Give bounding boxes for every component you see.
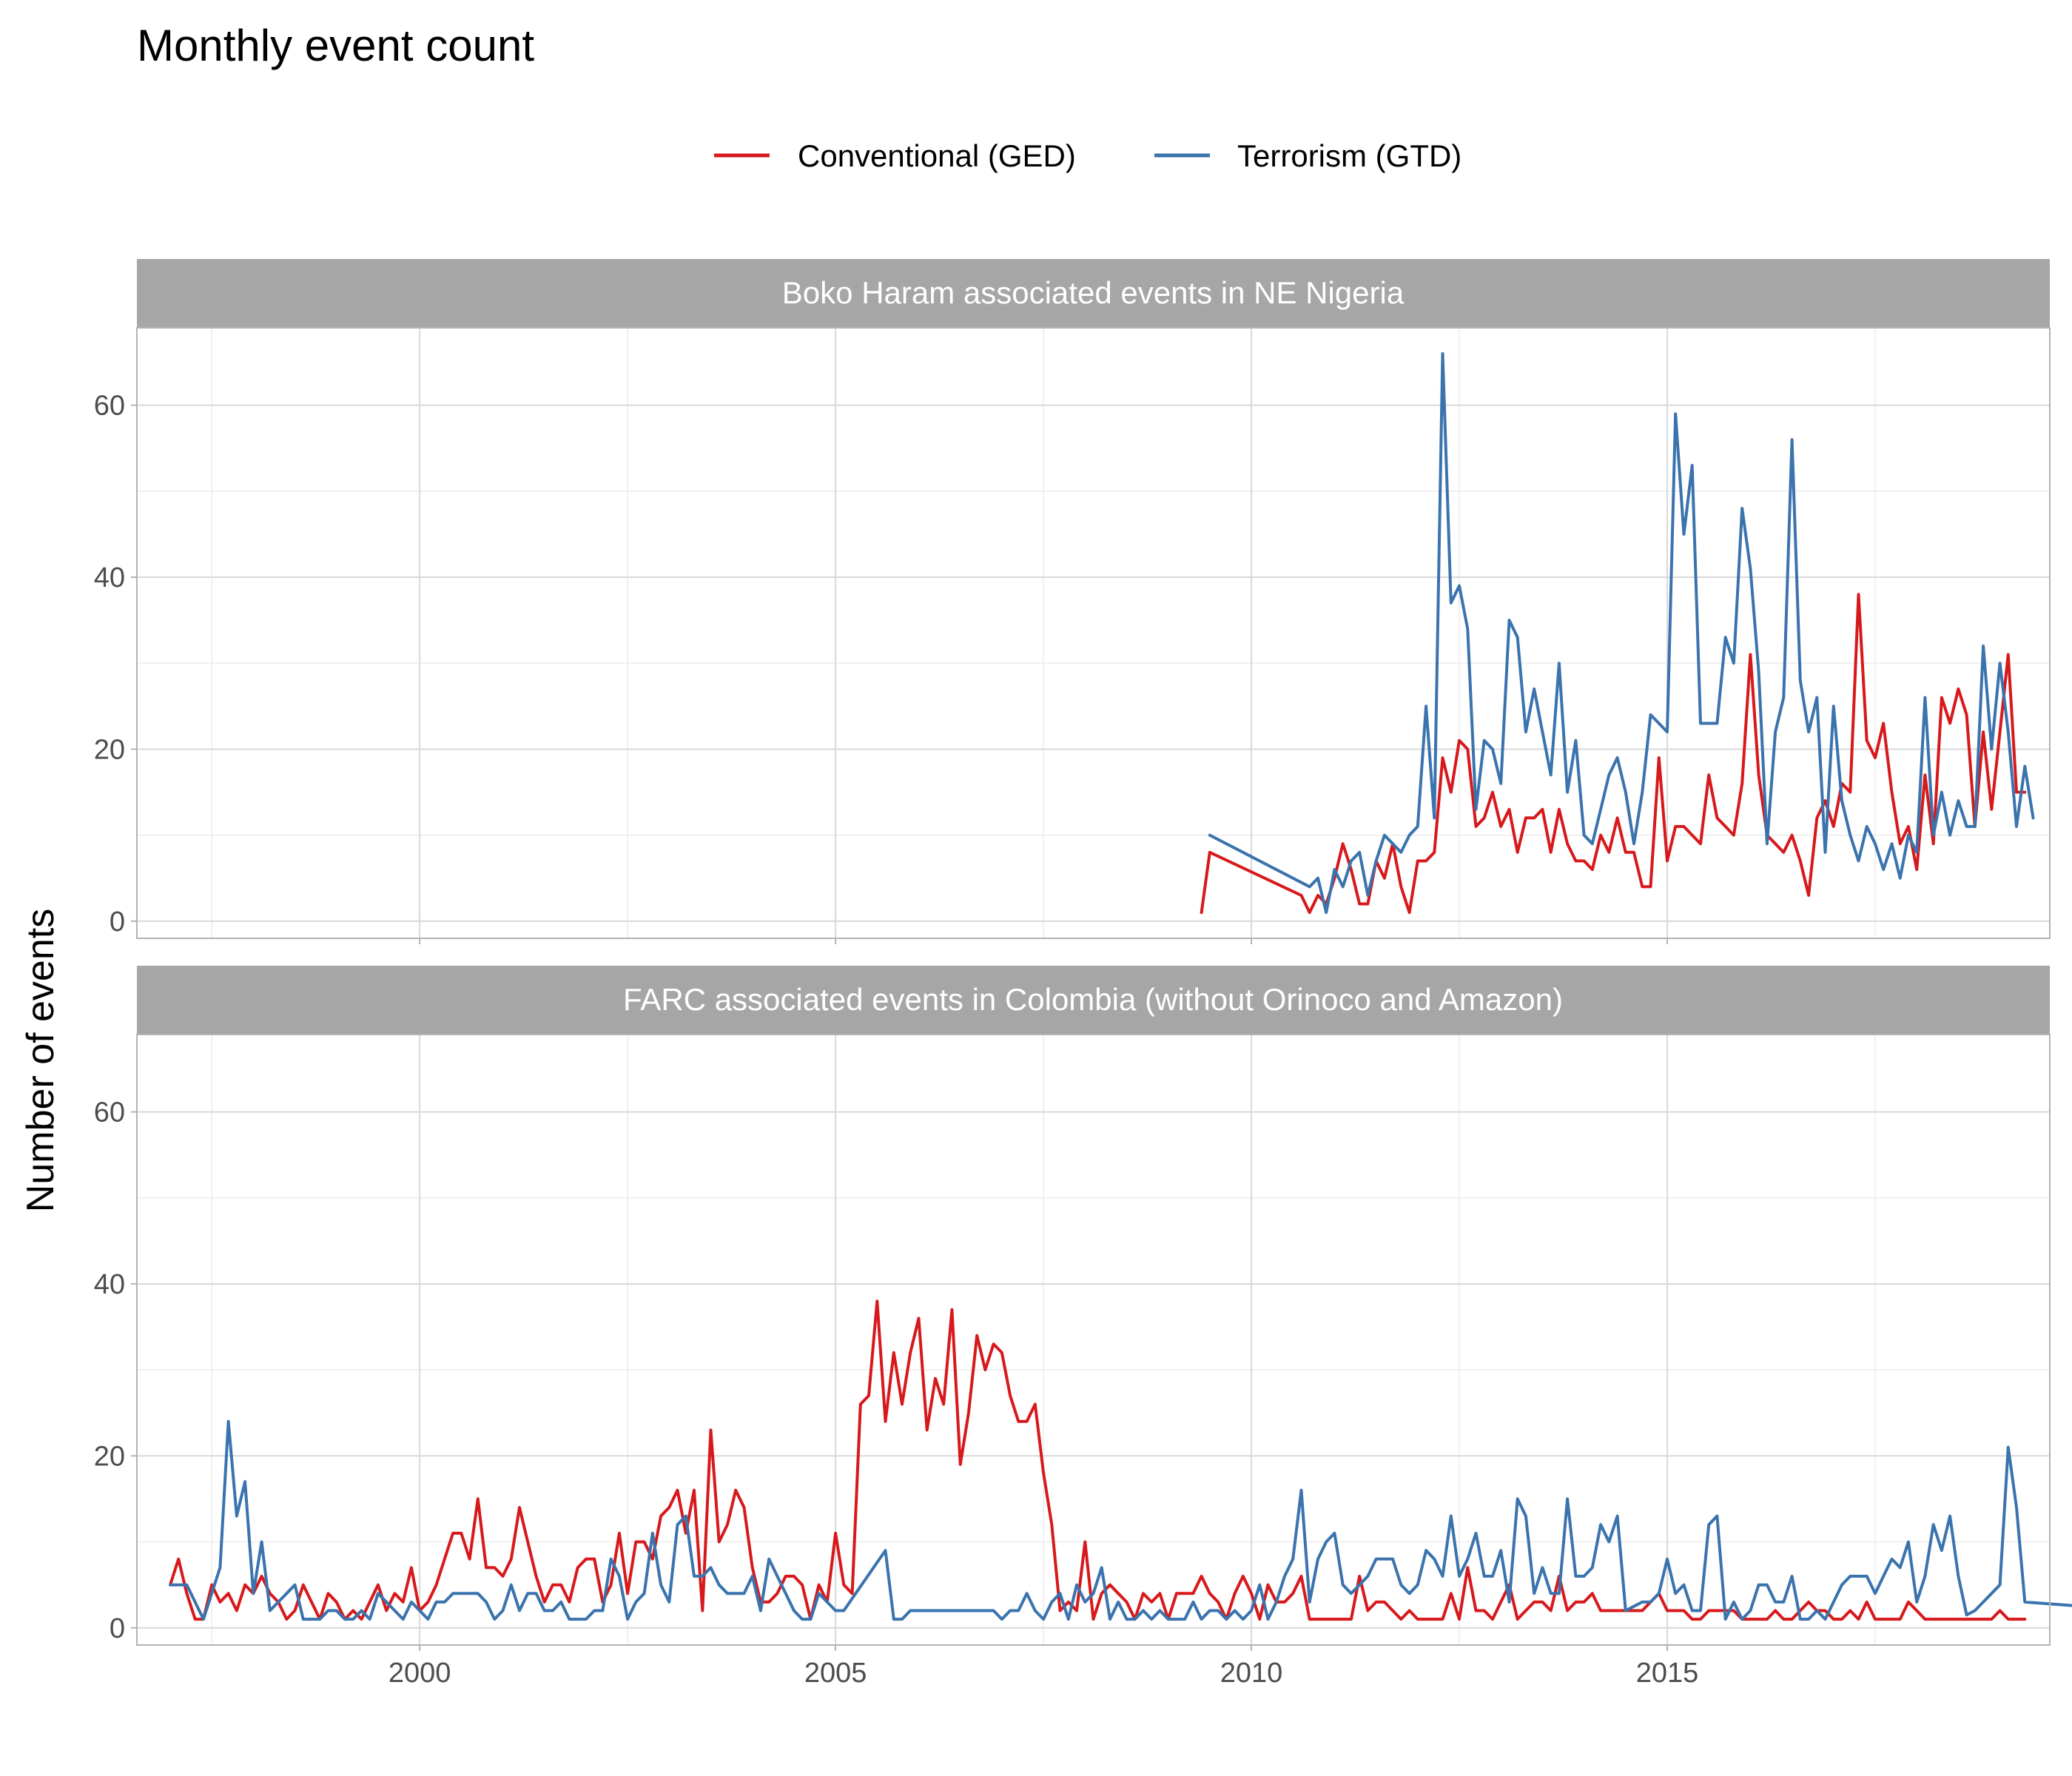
x-tick-label: 2010 bbox=[1220, 1658, 1283, 1689]
y-tick-label: 60 bbox=[94, 391, 125, 422]
y-axis-ticks: 0 20 40 60 0 20 40 60 bbox=[94, 391, 137, 1644]
y-axis-label: Number of events bbox=[19, 909, 62, 1212]
strip-label: FARC associated events in Colombia (with… bbox=[623, 982, 1563, 1017]
y-tick-label: 0 bbox=[110, 906, 125, 938]
y-tick-label: 40 bbox=[94, 1269, 125, 1300]
panel-grid bbox=[137, 328, 2050, 938]
series-line bbox=[1208, 352, 2035, 915]
y-tick-label: 40 bbox=[94, 562, 125, 593]
legend-label-conventional: Conventional (GED) bbox=[798, 138, 1076, 173]
strip-label: Boko Haram associated events in NE Niger… bbox=[782, 275, 1405, 310]
panel-border bbox=[136, 327, 2051, 939]
y-tick-label: 20 bbox=[94, 734, 125, 765]
panel-series bbox=[169, 1299, 2072, 1621]
series-line bbox=[169, 1299, 2027, 1621]
y-tick-label: 20 bbox=[94, 1441, 125, 1472]
panel-border bbox=[136, 1034, 2051, 1646]
series-line bbox=[1200, 593, 2027, 915]
x-tick-label: 2000 bbox=[388, 1658, 451, 1689]
x-tick-label: 2005 bbox=[804, 1658, 867, 1689]
x-axis-ticks: 2000 2005 2010 2015 bbox=[388, 938, 1698, 1689]
strip-background bbox=[137, 966, 2050, 1035]
chart-title: Monthly event count bbox=[137, 21, 534, 70]
panel-boko-haram: Boko Haram associated events in NE Niger… bbox=[136, 259, 2051, 939]
x-tick-label: 2015 bbox=[1636, 1658, 1699, 1689]
panel-farc: FARC associated events in Colombia (with… bbox=[136, 966, 2072, 1646]
panel-grid bbox=[137, 1035, 2050, 1645]
strip-background bbox=[137, 259, 2050, 328]
y-tick-label: 60 bbox=[94, 1097, 125, 1128]
panel-series bbox=[1200, 352, 2035, 915]
series-line bbox=[169, 1419, 2072, 1621]
legend-label-terrorism: Terrorism (GTD) bbox=[1237, 138, 1462, 173]
y-tick-label: 0 bbox=[110, 1613, 125, 1644]
legend: Conventional (GED) Terrorism (GTD) bbox=[714, 138, 1462, 173]
